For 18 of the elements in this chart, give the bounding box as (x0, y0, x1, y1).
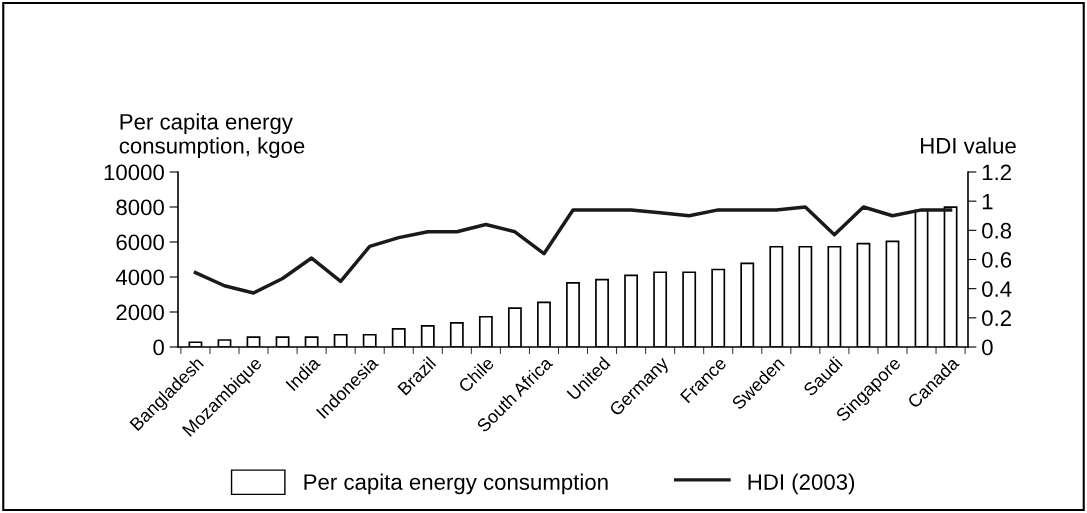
y2-tick-label: 1.2 (982, 164, 1011, 181)
y2-tick-label: 0.2 (982, 310, 1011, 327)
y-tick-label: 0 (153, 339, 164, 356)
legend-label: Per capita energy consumption (304, 473, 608, 495)
y2-tick-label: 0.4 (982, 281, 1012, 297)
y-tick-label: 10000 (104, 164, 164, 181)
y2-tick-label: 0 (982, 339, 993, 356)
y-tick-label: 4000 (115, 269, 164, 286)
y-tick-label: 8000 (116, 199, 164, 216)
y2-tick-label: 1 (982, 193, 993, 210)
legend-label: HDI (2003) (748, 473, 855, 495)
y2-axis-title: HDI value (921, 137, 1016, 154)
line-series (193, 205, 953, 295)
y2-tick-label: 0.8 (982, 222, 1012, 239)
y-axis-title: Per capita energy consumption, kgoe (119, 113, 305, 158)
y2-tick-label: 0.6 (982, 252, 1012, 268)
y-tick-label: 2000 (116, 304, 164, 321)
y-tick-label: 6000 (116, 234, 164, 251)
